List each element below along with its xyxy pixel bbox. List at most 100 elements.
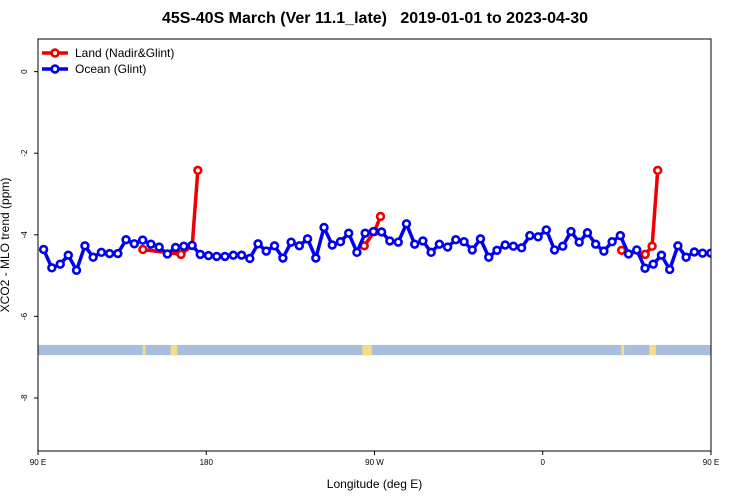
ocean-series-point [599, 246, 609, 256]
land-patch [142, 344, 146, 356]
ocean-series-point [656, 250, 667, 260]
ocean-series-point [113, 248, 123, 259]
ocean-series-point [500, 240, 510, 250]
y-tick-label: -8 [20, 394, 29, 402]
ocean-series-point [689, 247, 700, 257]
ocean-series-point [344, 228, 354, 238]
ocean-series-point [525, 230, 535, 241]
x-tick-label: 0 [541, 458, 546, 467]
ocean-series-point [582, 228, 593, 238]
ocean-series-point [236, 250, 247, 260]
ocean-series-point [154, 242, 164, 252]
land-patch [621, 344, 625, 356]
ocean-series-point [146, 239, 156, 249]
land-patch [649, 344, 656, 356]
ocean-series-point [311, 253, 321, 263]
ocean-series-point [47, 263, 57, 273]
ocean-series-point [220, 251, 230, 262]
ocean-series-point [55, 259, 65, 269]
ocean-series-point [442, 242, 453, 252]
ocean-series-point [516, 243, 527, 253]
ocean-series-point [187, 240, 197, 251]
land-series-point [193, 165, 203, 176]
ocean-series-point [63, 250, 73, 260]
ocean-series-point [716, 235, 723, 242]
ocean-series-point [590, 239, 601, 249]
legend-label: Land (Nadir&Glint) [75, 46, 174, 60]
ocean-series-point [162, 249, 173, 259]
legend-marker [50, 48, 60, 58]
ocean-series-point [623, 249, 634, 259]
ocean-series-point [673, 241, 683, 251]
x-axis-title: Longitude (deg E) [327, 477, 422, 491]
ocean-series-point [533, 232, 543, 242]
ocean-series-point [418, 236, 428, 246]
land-series-point [640, 249, 650, 260]
ocean-series-point [558, 241, 568, 251]
y-axis-title: XCO2 - MLO trend (ppm) [0, 178, 12, 313]
ocean-series-point [607, 237, 617, 247]
land-patch [362, 344, 368, 356]
ocean-series-point [615, 230, 626, 241]
ocean-series-point [467, 245, 477, 255]
ocean-series-point [648, 259, 658, 269]
ocean-series-point [121, 234, 131, 245]
ocean-series-point [376, 227, 387, 237]
ocean-series-point [664, 264, 675, 275]
land-patch [170, 344, 178, 356]
x-tick-label: 180 [200, 458, 214, 467]
ocean-series-point [278, 253, 288, 263]
y-axis: 0 -2 -4 -6 -8 [20, 69, 38, 402]
ocean-series-point [385, 236, 395, 246]
x-tick-label: 90 E [30, 458, 46, 467]
land-series-point [176, 249, 186, 260]
land-series-point [375, 211, 386, 222]
ocean-series-point [401, 219, 412, 229]
ocean-series-point [319, 222, 329, 233]
land-patch [367, 344, 372, 356]
ocean-series-point [170, 242, 181, 253]
series-layer [38, 165, 747, 275]
x-tick-label: 90 W [365, 458, 384, 467]
ocean-series-point [368, 226, 379, 237]
land-mask-band [38, 344, 711, 356]
ocean-series-point [286, 237, 296, 247]
ocean-series-point [203, 250, 214, 261]
ocean-series-point [475, 234, 486, 244]
ocean-series-point [409, 239, 420, 249]
ocean-series-point [640, 263, 650, 273]
legend: Land (Nadir&Glint) Ocean (Glint) [42, 46, 174, 76]
ocean-series-point [541, 225, 552, 235]
ocean-series-point [327, 240, 337, 250]
legend-marker [50, 64, 60, 74]
ocean-series-point [574, 237, 584, 247]
ocean-series-point [228, 250, 239, 260]
ocean-series-group [38, 219, 747, 275]
y-tick-label: -6 [20, 312, 29, 320]
ocean-series-point [294, 241, 305, 251]
ocean-series-point [261, 246, 271, 256]
legend-label: Ocean (Glint) [75, 62, 146, 76]
ocean-series-point [104, 248, 115, 259]
ocean-series-point [434, 239, 445, 249]
ocean-series-point [632, 245, 642, 255]
ocean-series-point [393, 237, 403, 247]
ocean-series-point [253, 239, 263, 249]
ocean-series-point [96, 247, 107, 258]
land-series-point [138, 244, 148, 255]
ocean-series-point [335, 237, 346, 247]
ocean-series-point [80, 241, 90, 251]
ocean-series-point [426, 247, 436, 258]
ocean-series-point [245, 253, 255, 264]
ocean-series-point [352, 247, 362, 258]
ocean-series-point [360, 228, 370, 238]
ocean-series-point [566, 226, 576, 237]
land-series-point [647, 241, 657, 251]
ocean-series-point [740, 240, 747, 247]
ocean-series-point [129, 239, 139, 249]
y-tick-label: -2 [20, 149, 29, 157]
ocean-series-point [302, 234, 313, 244]
ocean-series-point [484, 252, 494, 262]
